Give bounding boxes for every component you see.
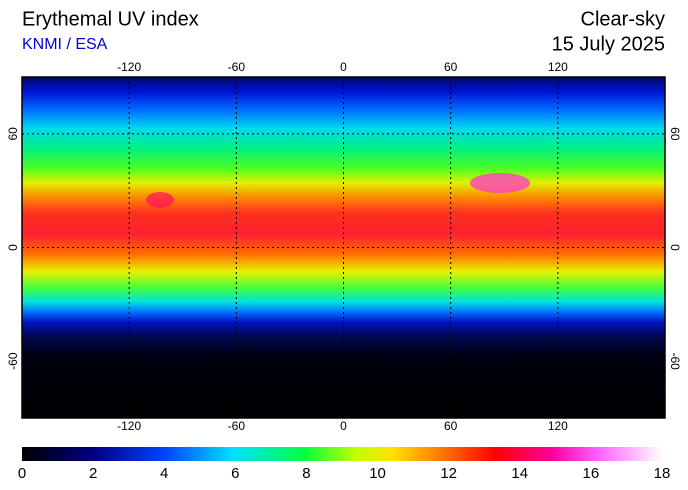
colorbar-tick-label: 12 (440, 465, 457, 482)
uv-hotspot (146, 192, 174, 208)
lat-tick-label: 60 (668, 127, 682, 141)
colorbar (22, 447, 662, 461)
lon-tick-label: 120 (548, 60, 568, 74)
date: 15 July 2025 (552, 33, 665, 55)
lon-tick-label: 0 (340, 60, 347, 74)
lat-tick-label: -60 (6, 352, 20, 370)
lon-tick-label: 60 (444, 419, 458, 433)
uv-hotspot (470, 173, 530, 193)
lat-tick-label: 0 (6, 244, 20, 251)
colorbar-tick-label: 14 (511, 465, 528, 482)
lon-tick-label: -60 (228, 419, 246, 433)
lon-tick-label: -120 (117, 419, 141, 433)
lon-tick-label: 60 (444, 60, 458, 74)
title: Erythemal UV index (22, 8, 199, 30)
colorbar-tick-label: 4 (160, 465, 168, 482)
lat-tick-label: -60 (668, 352, 682, 370)
condition: Clear-sky (581, 8, 665, 30)
colorbar-tick-label: 18 (654, 465, 671, 482)
lon-tick-label: 120 (548, 419, 568, 433)
lon-tick-label: -120 (117, 60, 141, 74)
colorbar-tick-label: 8 (302, 465, 310, 482)
source: KNMI / ESA (22, 36, 108, 53)
colorbar-tick-label: 0 (18, 465, 26, 482)
map-frame (21, 76, 666, 419)
colorbar-tick-label: 10 (369, 465, 386, 482)
lat-tick-label: 0 (668, 244, 682, 251)
colorbar-tick-label: 16 (583, 465, 600, 482)
lon-tick-label: 0 (340, 419, 347, 433)
colorbar-tick-label: 6 (231, 465, 239, 482)
lat-tick-label: 60 (6, 127, 20, 141)
lon-tick-label: -60 (228, 60, 246, 74)
colorbar-tick-label: 2 (89, 465, 97, 482)
